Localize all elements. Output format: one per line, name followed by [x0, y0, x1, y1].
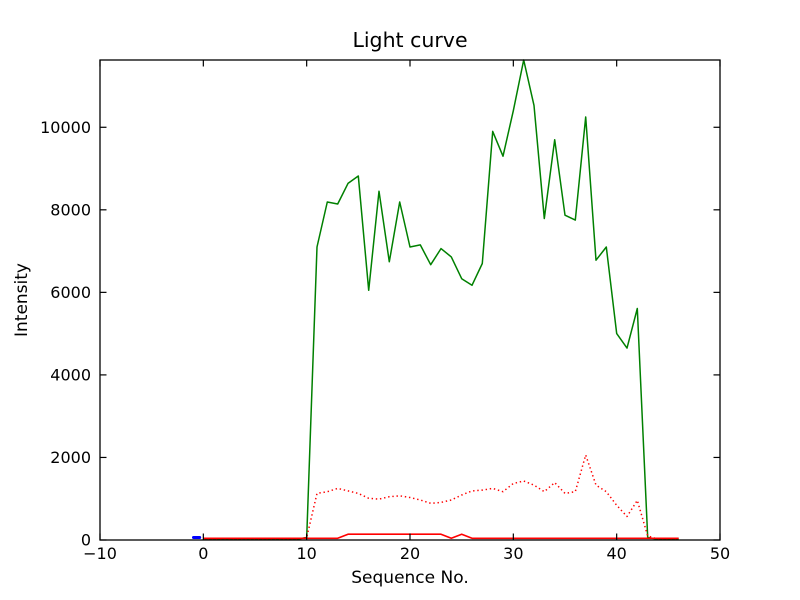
x-tick-label: 30 [503, 544, 523, 563]
plot-series [192, 59, 679, 540]
green-solid-curve [203, 59, 679, 540]
x-tick-label: 20 [400, 544, 420, 563]
y-tick-label: 4000 [50, 365, 91, 384]
x-tick-label: −10 [83, 544, 117, 563]
x-tick-label: 10 [296, 544, 316, 563]
y-tick-label: 10000 [40, 118, 91, 137]
x-tick-label: 40 [606, 544, 626, 563]
x-tick-label: 50 [710, 544, 730, 563]
y-tick-label: 2000 [50, 448, 91, 467]
y-axis-label: Intensity [12, 263, 32, 337]
x-axis-label: Sequence No. [351, 568, 468, 588]
red-solid-curve [203, 533, 679, 540]
chart-title: Light curve [352, 28, 467, 52]
y-tick-label: 8000 [50, 200, 91, 219]
y-tick-label: 6000 [50, 283, 91, 302]
x-tick-label: 0 [198, 544, 208, 563]
y-tick-label: 0 [81, 531, 91, 550]
